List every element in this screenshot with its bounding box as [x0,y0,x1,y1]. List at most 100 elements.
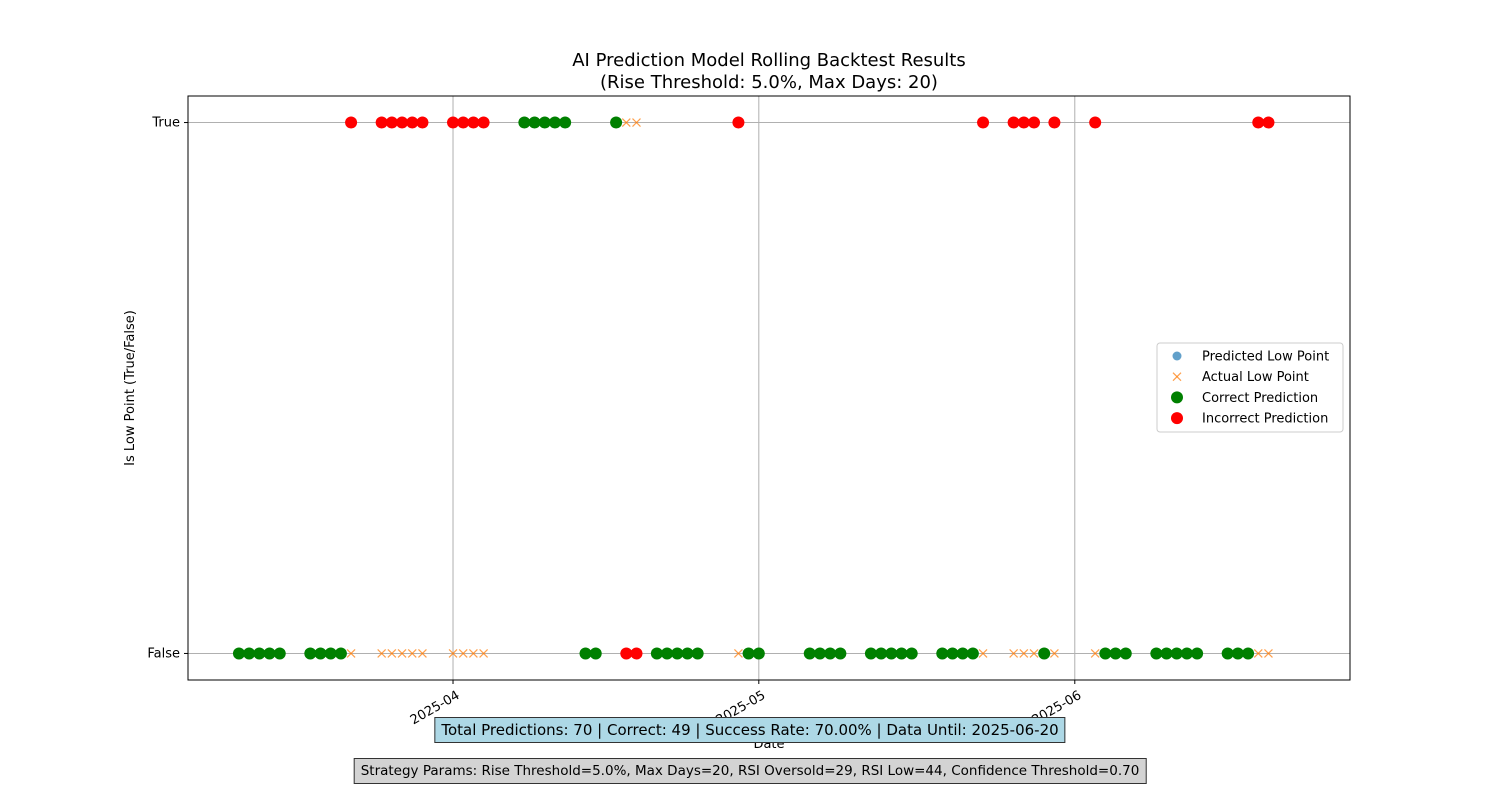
correct-prediction-marker [1038,647,1051,660]
strategy-params-box: Strategy Params: Rise Threshold=5.0%, Ma… [353,758,1147,784]
actual-low-point-series [234,118,1273,658]
correct-prediction-marker [334,647,347,660]
legend-dot-icon [1171,412,1183,425]
actual-low-point-marker [1049,649,1059,658]
legend-label: Predicted Low Point [1202,350,1329,365]
actual-low-point-marker [1009,649,1019,658]
correct-prediction-marker [1221,647,1234,660]
correct-prediction-marker [518,116,531,129]
correct-prediction-marker [1180,647,1193,660]
correct-prediction-marker [273,647,286,660]
plot-frame [187,95,1351,681]
incorrect-prediction-marker [396,116,409,129]
chart-subtitle: (Rise Threshold: 5.0%, Max Days: 20) [600,72,938,93]
incorrect-prediction-marker [375,116,388,129]
strategy-params-text: Strategy Params: Rise Threshold=5.0%, Ma… [360,763,1140,779]
correct-prediction-marker [742,647,755,660]
y-tick-label: False [147,646,180,661]
incorrect-prediction-marker [620,647,633,660]
correct-prediction-marker [803,647,816,660]
correct-prediction-marker [834,647,847,660]
incorrect-prediction-marker [416,116,429,129]
incorrect-prediction-marker [1017,116,1030,129]
legend-dot-icon [1172,351,1182,361]
actual-low-point-marker [346,649,356,658]
incorrect-prediction-marker [630,647,643,660]
actual-low-point-marker [377,649,387,658]
incorrect-prediction-marker [1252,116,1265,129]
correct-prediction-marker [1099,647,1112,660]
actual-low-point-marker [733,649,743,658]
incorrect-prediction-marker [977,116,990,129]
actual-low-point-marker [397,649,407,658]
actual-low-point-marker [418,649,427,658]
y-axis-label: Is Low Point (True/False) [123,310,138,466]
correct-prediction-marker [905,647,918,660]
correct-prediction-marker [1231,647,1244,660]
legend-x-icon [1172,372,1182,382]
correct-prediction-marker [946,647,959,660]
incorrect-prediction-marker [345,116,358,129]
incorrect-prediction-marker [1007,116,1020,129]
correct-prediction-marker [559,116,572,129]
correct-prediction-marker [324,647,337,660]
correct-prediction-marker [1170,647,1183,660]
correct-prediction-marker [304,647,317,660]
correct-prediction-marker [1150,647,1163,660]
correct-prediction-marker [956,647,969,660]
actual-low-point-marker [1264,649,1273,658]
legend-item-correct-prediction: Correct Prediction [1171,391,1318,406]
correct-prediction-marker [650,647,663,660]
correct-prediction-marker [589,647,602,660]
correct-prediction-marker [1119,647,1132,660]
predicted-low-point-series [232,116,1275,660]
actual-low-point-marker [387,649,397,658]
correct-prediction-marker [579,647,592,660]
actual-low-point-marker [1019,649,1029,658]
incorrect-prediction-marker [385,116,398,129]
correct-prediction-marker [813,647,826,660]
correct-prediction-marker [548,116,561,129]
correct-prediction-marker [538,116,551,129]
correct-prediction-marker [253,647,266,660]
actual-low-point-marker [621,118,631,127]
summary-stats-text: Total Predictions: 70 | Correct: 49 | Su… [441,721,1059,739]
correct-prediction-marker [875,647,888,660]
correct-prediction-marker [243,647,256,660]
legend-item-incorrect-prediction: Incorrect Prediction [1171,412,1328,427]
actual-low-point-marker [1029,649,1039,658]
correct-prediction-marker [895,647,908,660]
correct-prediction-marker [936,647,949,660]
correct-prediction-marker [1191,647,1204,660]
actual-low-point-marker [448,649,458,658]
actual-low-point-marker [1090,649,1100,658]
correct-prediction-marker [610,116,623,129]
incorrect-prediction-marker [447,116,460,129]
correct-prediction-marker [752,647,765,660]
correct-prediction-marker [232,647,245,660]
actual-low-point-marker [1253,649,1263,658]
correct-prediction-marker [864,647,877,660]
correct-prediction-marker [885,647,898,660]
correct-prediction-marker [824,647,837,660]
correct-prediction-marker [661,647,674,660]
chart-title: AI Prediction Model Rolling Backtest Res… [572,50,966,71]
correct-prediction-marker [1160,647,1173,660]
actual-low-point-marker [407,649,417,658]
legend-item-predicted-low-point: Predicted Low Point [1172,350,1329,365]
actual-low-point-marker [978,649,988,658]
legend-item-actual-low-point: Actual Low Point [1172,370,1309,385]
correct-prediction-marker [1109,647,1122,660]
incorrect-prediction-marker [1028,116,1041,129]
correct-prediction-marker [681,647,694,660]
actual-low-point-marker [632,118,641,127]
incorrect-prediction-marker [1089,116,1102,129]
correct-prediction-marker [263,647,276,660]
incorrect-prediction-marker [406,116,419,129]
incorrect-prediction-marker [477,116,490,129]
incorrect-prediction-marker [1048,116,1061,129]
y-axis-ticks: False True [147,116,188,661]
incorrect-prediction-marker [457,116,470,129]
correct-prediction-marker [314,647,327,660]
